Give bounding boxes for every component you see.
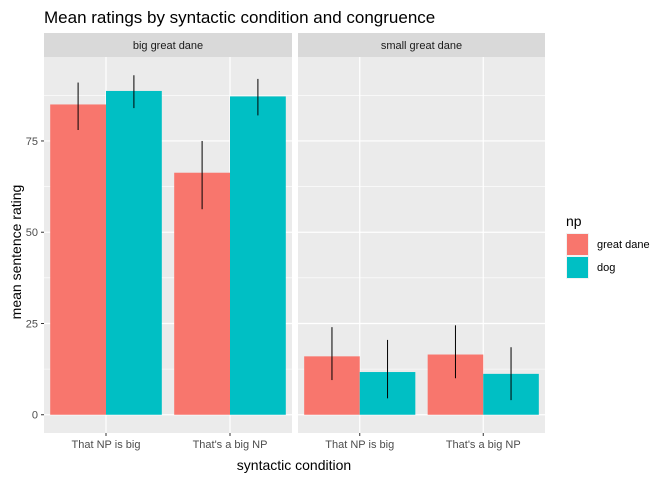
facet-strip-label: big great dane (133, 40, 203, 52)
x-axis-title: syntactic condition (237, 457, 351, 473)
facet-panel-big-great-dane: big great dane (44, 33, 292, 433)
y-tick-label: 75 (26, 136, 38, 148)
bar (106, 90, 162, 415)
bar (50, 104, 106, 415)
y-axis: 0 25 50 75 (26, 136, 44, 422)
legend: np great dane dog (566, 213, 650, 279)
facet-strip-label: small great dane (381, 40, 462, 52)
x-tick-label: That NP is big (325, 439, 394, 451)
legend-title: np (566, 213, 582, 229)
facet-panel-small-great-dane: small great dane (298, 33, 545, 433)
y-tick-label: 50 (26, 227, 38, 239)
y-tick-label: 25 (26, 318, 38, 330)
x-tick-label: That's a big NP (193, 439, 268, 451)
legend-label: dog (597, 262, 615, 274)
y-tick-label: 0 (32, 410, 38, 422)
legend-key (567, 234, 588, 255)
facet-strip (44, 33, 292, 57)
legend-key (567, 257, 588, 278)
chart-title: Mean ratings by syntactic condition and … (44, 8, 435, 27)
x-tick-label: That's a big NP (446, 439, 521, 451)
y-axis-title: mean sentence rating (8, 185, 24, 320)
bar (230, 96, 286, 415)
bar (174, 172, 230, 415)
x-tick-label: That NP is big (72, 439, 141, 451)
x-axis: That NP is big That's a big NP That NP is … (72, 433, 521, 451)
legend-label: great dane (597, 239, 650, 251)
facet-strip (298, 33, 545, 57)
